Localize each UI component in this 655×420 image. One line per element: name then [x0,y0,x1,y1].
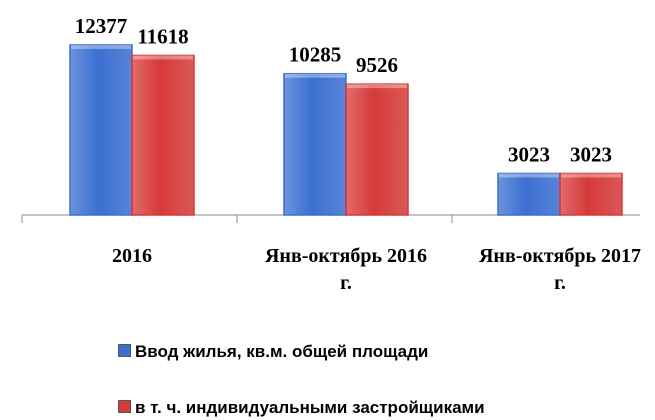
bar-top [561,173,621,178]
x-tick-label: Янв-октябрь 2017 г. [478,245,642,294]
legend-item: Ввод жилья, кв.м. общей площади [118,342,428,362]
data-label: 3023 [570,142,612,166]
data-label: 9526 [356,53,398,77]
bar [69,44,133,216]
bar [131,54,195,216]
data-label: 11618 [137,24,188,48]
bar [497,172,561,216]
legend-swatch [118,400,131,413]
legend-item: в т. ч. индивидуальными застройщиками [118,398,485,418]
bar [345,83,409,216]
data-label: 10285 [289,43,342,67]
legend-text: Ввод жилья, кв.м. общей площади [135,342,429,361]
bar-top [71,44,131,49]
bar [559,172,623,216]
data-label: 3023 [508,142,550,166]
bar-top [347,84,407,89]
bar-top [499,173,559,178]
x-tick-label: 2016 [112,245,152,267]
bar-top [133,55,193,60]
legend-text: в т. ч. индивидуальными застройщиками [135,398,485,417]
data-label: 12377 [75,14,128,38]
bar [283,72,347,216]
bar-top [285,73,345,78]
legend-swatch [118,344,131,357]
x-tick-label: Янв-октябрь 2016 г. [264,245,428,294]
